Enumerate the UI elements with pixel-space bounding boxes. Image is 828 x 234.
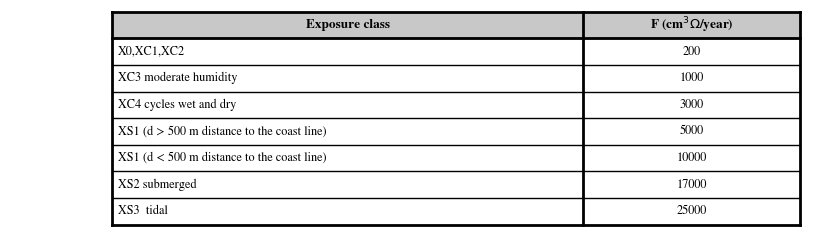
Text: 200: 200 [681,46,700,58]
Bar [112,118,799,145]
Text: X0,XC1,XC2: X0,XC1,XC2 [118,46,185,58]
Text: XS1 (d > 500 m distance to the coast line): XS1 (d > 500 m distance to the coast lin… [118,126,326,137]
Text: XS3  tidal: XS3 tidal [118,205,167,217]
Text: XC3 moderate humidity: XC3 moderate humidity [118,72,237,84]
Text: 25000: 25000 [676,205,706,217]
Bar [112,65,799,91]
Text: F (cm$^3\Omega$/year): F (cm$^3\Omega$/year) [649,15,733,35]
Bar [112,12,799,38]
Text: 17000: 17000 [676,179,706,191]
Text: XC4 cycles wet and dry: XC4 cycles wet and dry [118,99,236,111]
Bar [112,145,799,171]
Bar [112,198,799,225]
Bar [112,171,799,198]
Bar [112,91,799,118]
Text: 10000: 10000 [676,152,706,164]
Bar [112,38,799,65]
Text: 5000: 5000 [679,126,703,137]
Text: Exposure class: Exposure class [306,19,389,31]
Text: XS2 submerged: XS2 submerged [118,179,196,191]
Text: 1000: 1000 [679,72,703,84]
Text: 3000: 3000 [679,99,703,111]
Text: XS1 (d < 500 m distance to the coast line): XS1 (d < 500 m distance to the coast lin… [118,152,326,164]
